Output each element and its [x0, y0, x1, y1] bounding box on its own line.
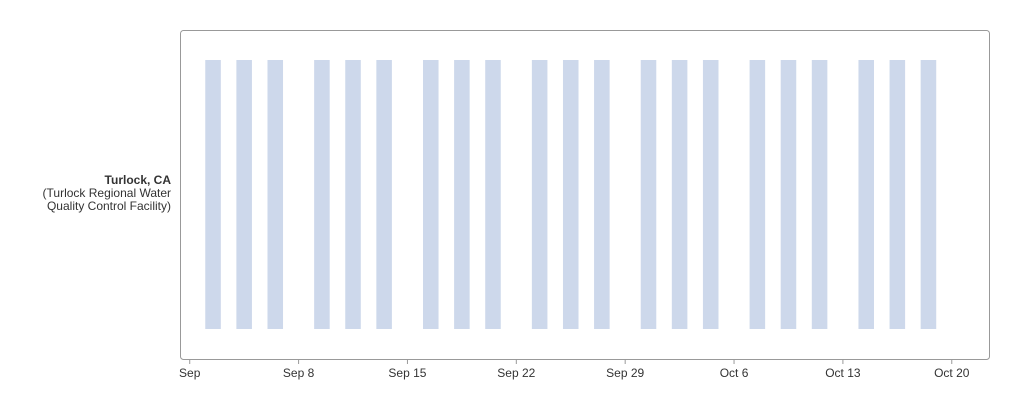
x-tick-label: Sep	[179, 366, 201, 380]
sample-bar	[920, 60, 937, 329]
sample-bar	[780, 60, 797, 329]
x-tick-label: Sep 22	[497, 366, 535, 380]
category-label: Turlock, CA	[105, 173, 172, 187]
x-tick-label: Sep 29	[606, 366, 644, 380]
facility-label: Quality Control Facility)	[47, 199, 171, 213]
facility-label: (Turlock Regional Water	[43, 186, 171, 200]
x-tick-label: Sep 8	[283, 366, 315, 380]
sample-bar	[858, 60, 875, 329]
sample-bar	[423, 60, 439, 329]
sample-bar	[314, 60, 330, 329]
sample-bar	[671, 60, 688, 329]
sample-bar	[562, 60, 579, 329]
sample-bar	[749, 60, 766, 329]
sample-bar	[236, 60, 252, 329]
sample-bar	[594, 60, 610, 329]
sample-bar	[485, 60, 501, 329]
sample-bar	[376, 60, 392, 329]
sample-bar	[702, 60, 719, 329]
x-tick-label: Oct 6	[720, 366, 749, 380]
x-tick-label: Sep 15	[388, 366, 426, 380]
sample-bar	[531, 60, 548, 329]
sample-bar	[889, 60, 906, 329]
sample-bar	[205, 60, 221, 329]
sample-bar	[454, 60, 470, 329]
sample-bar	[811, 60, 828, 329]
x-tick-label: Oct 20	[934, 366, 970, 380]
sample-bar	[267, 60, 284, 329]
plot-frame	[180, 30, 990, 360]
x-tick-label: Oct 13	[825, 366, 861, 380]
sample-bar	[640, 60, 657, 329]
sample-bar	[345, 60, 361, 329]
